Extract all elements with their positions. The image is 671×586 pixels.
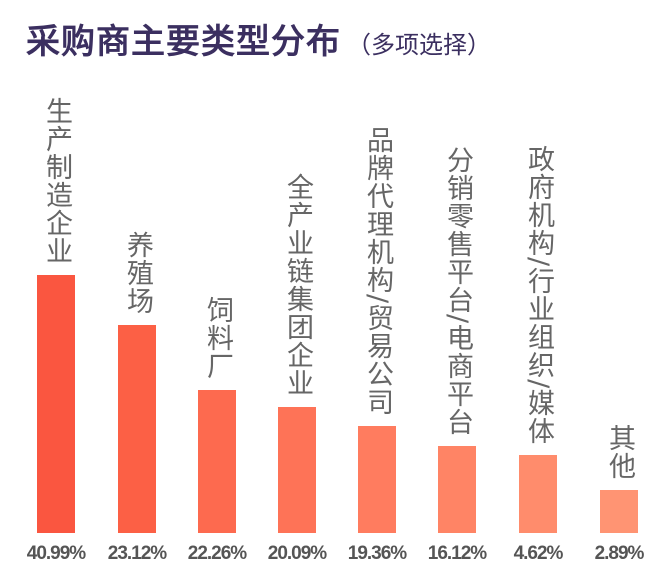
value-label: 20.09% [267,543,327,564]
bar-4 [278,407,316,533]
category-label: 政府机构/行业组织/媒体 [523,145,554,446]
category-label: 生产制造企业 [41,97,72,265]
value-label: 16.12% [427,543,487,564]
title-main: 采购商主要类型分布 [26,22,341,62]
chart-title: 采购商主要类型分布 （多项选择） [26,14,491,63]
value-label: 22.26% [187,543,247,564]
category-label: 品牌代理机构/贸易公司 [362,126,393,417]
value-label: 2.89% [594,543,645,564]
category-label: 饲料厂 [202,296,233,380]
bar-7 [519,455,557,533]
category-label: 分销零售平台/电商平台 [442,146,473,437]
bar-6 [438,446,476,533]
value-label: 23.12% [107,543,167,564]
bar-3 [198,390,236,533]
bar-8 [600,490,638,533]
value-label: 19.36% [347,543,407,564]
bar-2 [118,325,156,533]
bar-5 [358,426,396,533]
chart-subtitle: （多项选择） [347,31,491,59]
category-label: 养殖场 [122,231,153,315]
category-label: 其他 [604,424,635,480]
value-label: 40.99% [26,543,86,564]
value-label: 4.62% [513,543,564,564]
category-label: 全产业链集团企业 [282,173,313,397]
bar-1 [37,275,75,533]
